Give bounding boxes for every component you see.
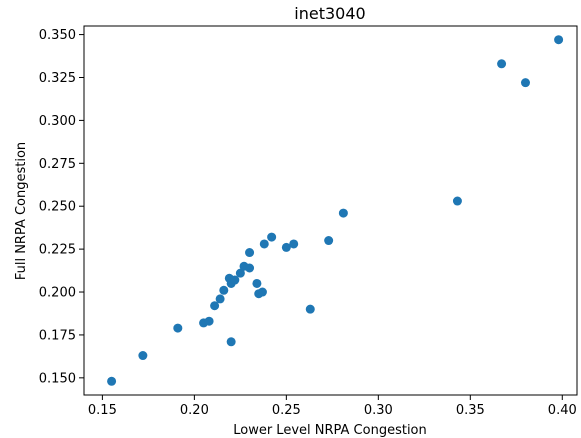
ticks-layer: 0.15 0.20 0.25 0.30 0.35 0.40 0.150 0.175 0.200 0… — [39, 28, 577, 418]
data-point — [452, 196, 462, 206]
x-tick-label: 0.30 — [364, 403, 393, 418]
x-tick-label: 0.35 — [456, 403, 485, 418]
y-tick-label: 0.325 — [39, 71, 76, 86]
y-tick-label: 0.300 — [39, 114, 76, 129]
y-tick-label: 0.275 — [39, 157, 76, 172]
y-tick-label: 0.225 — [39, 243, 76, 258]
data-point — [245, 263, 255, 273]
y-axis-label: Full NRPA Congestion — [14, 142, 29, 280]
data-point — [219, 285, 229, 295]
data-point — [226, 337, 236, 347]
x-tick-label: 0.15 — [88, 403, 117, 418]
data-point — [267, 232, 277, 242]
data-point — [252, 278, 262, 288]
data-point — [107, 376, 117, 386]
data-point — [281, 242, 291, 252]
y-tick-label: 0.350 — [39, 28, 76, 43]
points-layer — [107, 35, 564, 386]
data-point — [230, 275, 240, 285]
y-tick-label: 0.250 — [39, 200, 76, 215]
data-point — [173, 323, 183, 333]
chart-title: inet3040 — [294, 4, 365, 23]
data-point — [204, 316, 214, 326]
y-tick-label: 0.150 — [39, 371, 76, 386]
data-point — [245, 248, 255, 258]
plot-area-frame — [83, 25, 578, 396]
data-point — [324, 236, 334, 246]
data-point — [338, 208, 348, 218]
data-point — [520, 78, 530, 88]
data-point — [138, 351, 148, 361]
data-point — [497, 59, 507, 69]
y-tick-label: 0.175 — [39, 328, 76, 343]
data-point — [554, 35, 564, 45]
data-point — [305, 304, 315, 314]
data-point — [210, 301, 220, 311]
data-point — [215, 294, 225, 304]
data-point — [235, 268, 245, 278]
data-point — [259, 239, 269, 249]
y-tick-label: 0.200 — [39, 286, 76, 301]
x-tick-label: 0.20 — [180, 403, 209, 418]
data-point — [289, 239, 299, 249]
x-tick-label: 0.25 — [272, 403, 301, 418]
x-axis-label: Lower Level NRPA Congestion — [233, 423, 427, 438]
x-tick-label: 0.40 — [548, 403, 577, 418]
data-point — [257, 287, 267, 297]
